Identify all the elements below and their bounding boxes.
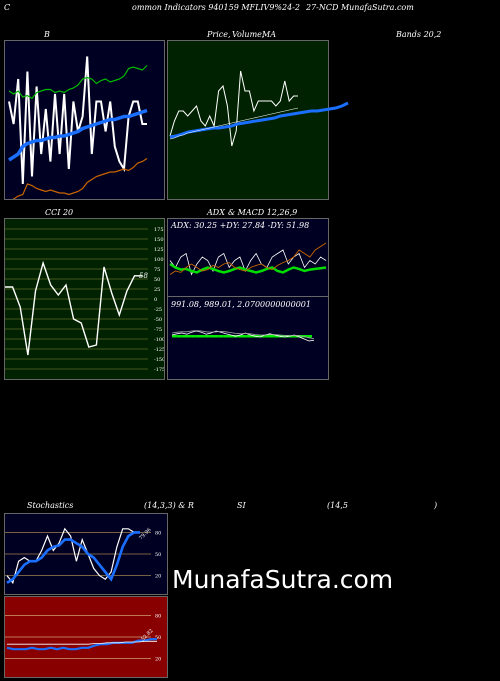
macd-histogram-bar [214, 335, 219, 338]
macd-histogram-bar [260, 335, 266, 338]
macd-panel: 991.08, 989.01, 2.0700000000001 [167, 296, 329, 380]
macd-chart [171, 330, 315, 342]
macd-histogram-bar [256, 335, 261, 338]
rsi-tick-label: 50 [155, 635, 161, 641]
macd-histogram-bar [274, 335, 280, 338]
macd-histogram-bar [200, 335, 205, 338]
cci-tick-label: 0 [154, 297, 157, 303]
macd-signal-line [171, 330, 315, 339]
adx-series-ADX [169, 249, 327, 276]
rsi-ma-line [7, 640, 157, 645]
macd-histogram-bar [270, 335, 275, 338]
bollinger-series-1 [8, 108, 148, 162]
macd-histogram-bar [176, 335, 182, 338]
cci-tick-label: 100 [154, 257, 164, 263]
bollinger-series-3 [8, 157, 148, 207]
stoch-d-line [6, 531, 140, 584]
rsi-tick-label: 20 [155, 657, 161, 663]
bollinger-series-0 [8, 56, 147, 185]
cci-current-label: 58 [139, 272, 148, 280]
cci-tick-label: -75 [154, 327, 162, 333]
cci-tick-label: 50 [154, 277, 160, 283]
header-left: C [4, 3, 11, 12]
rsi-line [6, 638, 157, 651]
macd-histogram-bar [307, 335, 312, 338]
macd-histogram-bar [204, 335, 210, 338]
macd-histogram-bar [237, 335, 242, 338]
macd-histogram-bar [223, 335, 228, 338]
macd-histogram-bar [265, 335, 270, 338]
bollinger-chart [8, 56, 148, 207]
cci-tick-label: 175 [154, 227, 164, 233]
macd-histogram-bar [181, 335, 186, 338]
stoch-params: (14,3,3) & R [144, 501, 194, 510]
macd-histogram-bar [288, 335, 294, 338]
cci-tick-label: 150 [154, 237, 164, 243]
bands-panel-title: B [44, 30, 50, 39]
stoch-tick-label: 80 [155, 530, 161, 536]
cci-tick-label: -175 [154, 367, 164, 373]
macd-histogram-bar [172, 335, 177, 338]
cci-tick-label: 125 [154, 247, 164, 253]
cci-tick-label: 25 [154, 287, 160, 293]
cci-tick-label: -125 [154, 347, 164, 353]
macd-histogram-bar [186, 335, 191, 338]
cci-tick-label: -50 [154, 317, 162, 323]
adx-series--DY [169, 242, 327, 275]
rsi-tick-label: 80 [155, 613, 161, 619]
macd-histogram-bar [302, 335, 308, 338]
adx-chart [169, 242, 327, 276]
macd-histogram-bar [246, 335, 252, 338]
header-right: 27-NCD MunafaSutra.com [306, 3, 414, 12]
adx-title: ADX [207, 208, 225, 217]
adx-reading: ADX: 30.25 +DY: 27.84 -DY: 51.98 [171, 221, 310, 230]
cci-tick-label: -25 [154, 307, 162, 313]
macd-histogram-bar [209, 335, 214, 338]
stochastics-chart: 80 50 20 79.96 [5, 527, 161, 585]
cci-chart: 175 150 125 100 75 50 25 0 -25 -50 -75 -100 -125 -150… [5, 227, 165, 373]
cci-tick-label: 75 [154, 267, 160, 273]
price-ma-chart [169, 70, 349, 147]
stoch-k-label: 79.96 [138, 527, 152, 541]
bollinger-series-2 [8, 65, 148, 100]
cci-line [5, 260, 143, 356]
macd-histogram-bar [293, 335, 298, 338]
bollinger-panel [4, 40, 165, 207]
ma-label: MA [262, 30, 276, 39]
cci-tick-label: -150 [154, 357, 164, 363]
stochastics-panel: 80 50 20 79.96 [4, 513, 168, 595]
adx-series-+DY [169, 262, 327, 274]
macd-histogram-bar [242, 335, 247, 338]
cci-tick-label: -100 [154, 337, 164, 343]
brand-watermark: MunafaSutra.com [172, 565, 394, 594]
rsi-label: SI [237, 501, 246, 510]
macd-histogram-bar [251, 335, 256, 338]
bands-label: Bands 20,2 [396, 30, 442, 39]
stoch-title: Stochastics [27, 501, 74, 510]
macd-histogram-bar [218, 335, 224, 338]
macd-histogram-bar [195, 335, 200, 338]
stoch-tick-label: 50 [155, 552, 161, 558]
adx-panel: ADX: 30.25 +DY: 27.84 -DY: 51.98 [167, 218, 329, 298]
ma-line-thin [169, 107, 299, 140]
rsi-panel: 80 50 20 52.82 [4, 596, 168, 678]
stoch-tick-label: 20 [155, 574, 161, 580]
price-ma-panel [167, 40, 349, 200]
header-middle: ommon Indicators 940159 MFLIV9%24-2 [132, 3, 300, 12]
rsi-params: (14,5 [327, 501, 348, 510]
macd-title: & MACD 12,26,9 [228, 208, 298, 217]
volume-label: Volume, [232, 30, 265, 39]
price-line [169, 70, 298, 147]
price-label: Price, [207, 30, 231, 39]
macd-histogram-bar [284, 335, 289, 338]
macd-histogram-bar [228, 335, 233, 338]
cci-title: CCI 20 [45, 208, 74, 217]
macd-reading: 991.08, 989.01, 2.0700000000001 [171, 300, 311, 309]
macd-histogram-bar [190, 335, 196, 338]
cci-panel: 175 150 125 100 75 50 25 0 -25 -50 -75 -100 -125 -150… [4, 218, 165, 380]
rsi-params-close: ) [434, 501, 438, 510]
